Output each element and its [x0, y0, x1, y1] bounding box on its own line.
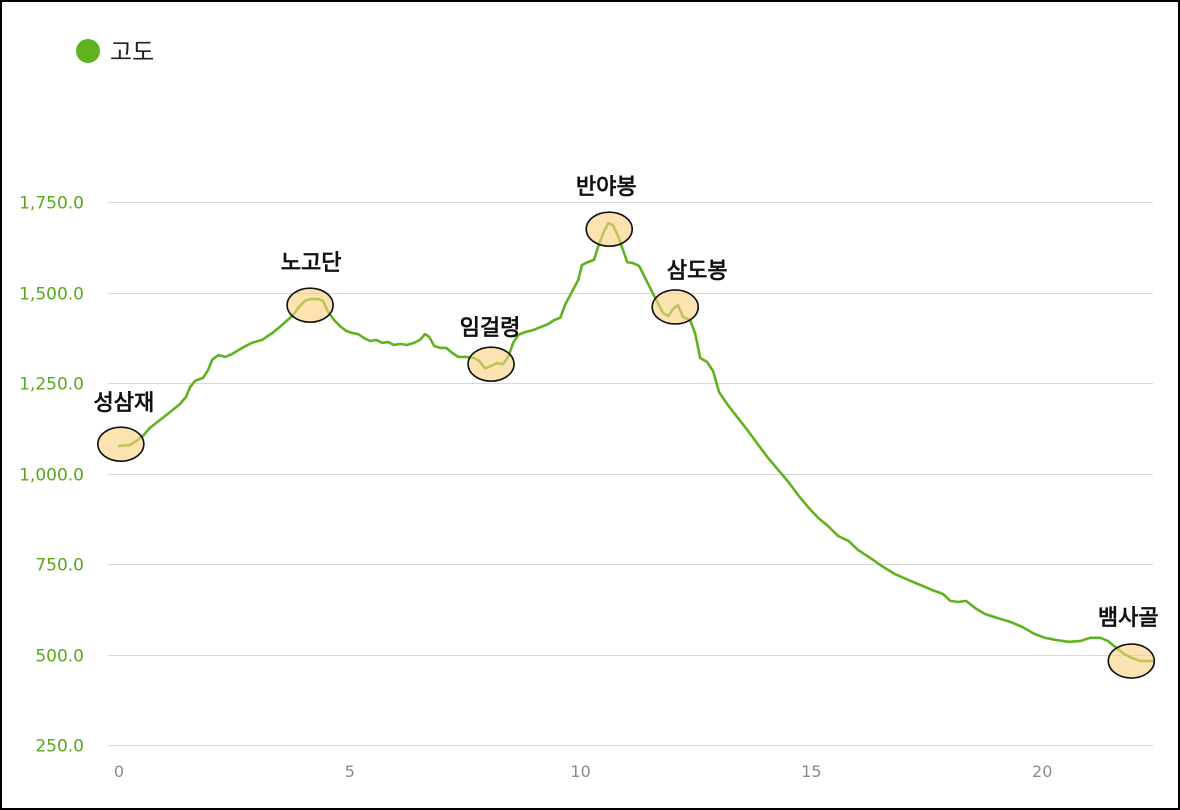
annotation: 성삼재: [93, 391, 154, 462]
x-tick-label: 10: [570, 762, 590, 781]
x-tick-label: 0: [114, 762, 124, 781]
x-tick-label: 20: [1032, 762, 1052, 781]
y-tick-label: 1,750.0: [19, 194, 84, 214]
legend-symbol: [76, 39, 100, 63]
annotation: 반야봉: [576, 175, 637, 247]
x-tick-label: 5: [345, 762, 355, 781]
y-tick-label: 250.0: [35, 737, 84, 757]
legend-item-elevation[interactable]: 고도: [76, 38, 154, 66]
annotation-label: 임걸령: [460, 316, 521, 341]
y-tick-label: 1,000.0: [19, 466, 84, 486]
annotation-marker: [585, 211, 634, 247]
legend-label: 고도: [110, 38, 154, 66]
annotation-marker: [286, 287, 334, 323]
grid-lines: [108, 202, 1153, 746]
annotation-marker: [97, 426, 145, 462]
legend: 고도: [76, 38, 154, 66]
annotation-label: 뱀사골: [1098, 606, 1159, 631]
annotation: 노고단: [281, 251, 342, 323]
x-tick-label: 15: [801, 762, 821, 781]
y-tick-label: 1,500.0: [19, 285, 84, 305]
annotation-label: 성삼재: [93, 391, 154, 416]
annotation-marker: [467, 346, 515, 382]
annotation-label: 노고단: [281, 251, 342, 276]
annotation-label: 삼도봉: [667, 259, 728, 284]
y-tick-label: 500.0: [35, 647, 84, 667]
annotation-label: 반야봉: [576, 175, 637, 200]
x-axis-labels: 0 5 10 15 20: [114, 762, 1052, 781]
annotation-marker: [1107, 643, 1156, 679]
annotation-marker: [651, 289, 700, 325]
y-tick-label: 750.0: [35, 556, 84, 576]
y-axis-labels: 250.0 500.0 750.0 1,000.0 1,250.0 1,500.0 1,75…: [19, 194, 84, 757]
annotation: 삼도봉: [651, 259, 728, 325]
annotation: 임걸령: [460, 316, 521, 382]
annotation: 뱀사골: [1098, 606, 1159, 679]
y-tick-label: 1,250.0: [19, 375, 84, 395]
